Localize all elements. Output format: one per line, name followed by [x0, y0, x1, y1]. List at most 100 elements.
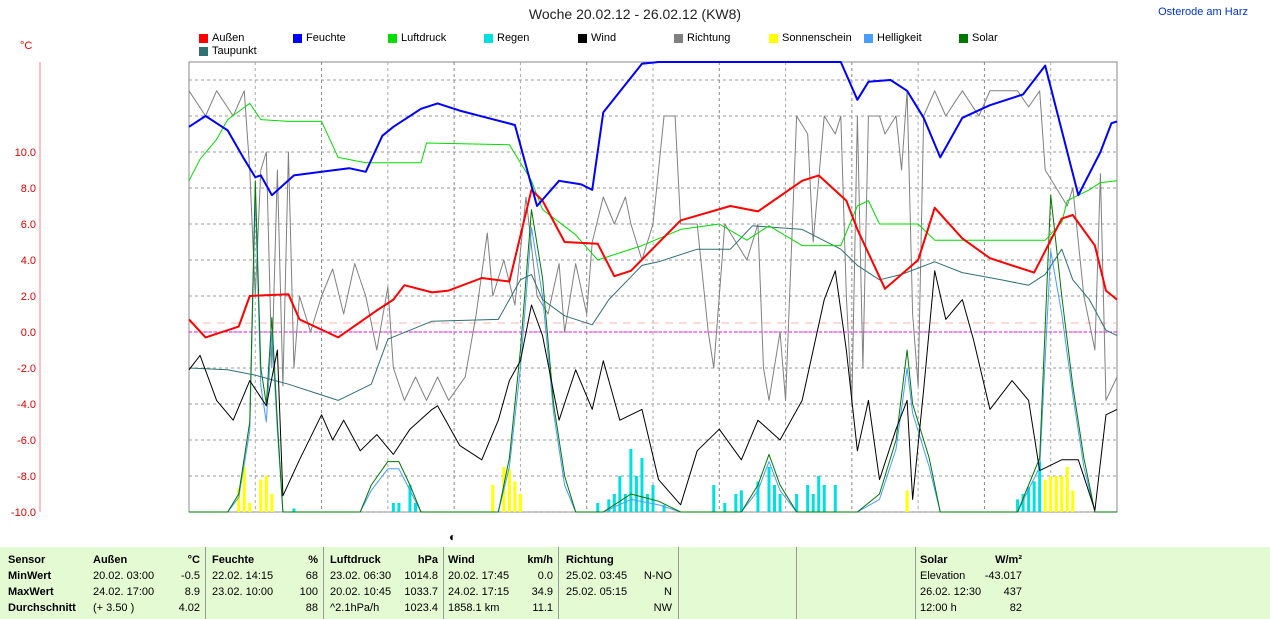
regen-bar	[806, 485, 810, 512]
column-divider	[205, 547, 206, 619]
column-divider	[443, 547, 444, 619]
regen-bar	[607, 499, 611, 512]
series-taupunkt	[188, 225, 1118, 401]
cell-value: 82	[1009, 602, 1022, 614]
legend-swatch	[293, 33, 302, 43]
legend-item: Richtung	[674, 32, 730, 44]
regen-bar	[651, 485, 655, 512]
chart: 10.0 8.0 6.0 4.0 2.0 0.0 -2.0 -4.0 -6.0 -8.0 -10.0	[11, 61, 1118, 519]
cell-time: 24.02. 17:15	[448, 586, 510, 598]
cell-time: 22.02. 14:15	[212, 570, 274, 582]
moon-phase-icon: ◐	[449, 530, 457, 544]
column-divider	[323, 547, 324, 619]
legend-item: Solar	[959, 32, 998, 44]
legend-label: Solar	[972, 32, 998, 44]
column-header: Feuchte	[212, 554, 255, 566]
regen-bar	[634, 476, 638, 512]
y-tick-label: -2.0	[17, 363, 36, 375]
cell-value: 0.0	[537, 570, 553, 582]
cell-value: N	[664, 586, 672, 598]
location-link[interactable]: Osterode am Harz	[1158, 6, 1248, 18]
legend-item: Helligkeit	[864, 32, 922, 44]
cell-time: 23.02. 06:30	[330, 570, 392, 582]
cell-time: 20.02. 03:00	[93, 570, 155, 582]
cell-time: 24.02. 17:00	[93, 586, 155, 598]
legend-swatch	[674, 33, 683, 43]
regen-bar	[795, 494, 799, 512]
cell-time: 12:00 h	[920, 602, 957, 614]
regen-bar	[739, 490, 743, 512]
regen-bar	[767, 467, 771, 512]
regen-bar	[1016, 499, 1020, 512]
y-tick-label: 10.0	[15, 147, 36, 159]
cell-time: 26.02. 12:30	[920, 586, 982, 598]
cell-value: 68	[305, 570, 318, 582]
sonnenschein-bar	[1060, 476, 1064, 512]
legend-label: Luftdruck	[401, 32, 447, 44]
row-label: Durchschnitt	[8, 602, 76, 614]
cell-value: 1033.7	[404, 586, 438, 598]
cell-value: -0.5	[181, 570, 200, 582]
sonnenschein-bar	[259, 479, 263, 512]
sonnenschein-bar	[270, 494, 274, 512]
regen-bar	[640, 458, 644, 512]
legend-item: Wind	[578, 32, 616, 44]
y-tick-label: 8.0	[21, 183, 36, 195]
cell-value: NW	[653, 602, 672, 614]
regen-bar	[778, 494, 782, 512]
y-tick-label: -4.0	[17, 399, 36, 411]
column-header: Wind	[448, 554, 475, 566]
cell-time: 20.02. 17:45	[448, 570, 510, 582]
column-header: Luftdruck	[330, 554, 381, 566]
cell-value: 88	[305, 602, 318, 614]
row-label: MaxWert	[8, 586, 54, 598]
sonnenschein-bar	[1071, 490, 1075, 512]
legend-item: Luftdruck	[388, 32, 446, 44]
regen-bar	[712, 485, 716, 512]
y-tick-label: 2.0	[21, 291, 36, 303]
chart-title: Woche 20.02.12 - 26.02.12 (KW8)	[528, 6, 742, 22]
sonnenschein-bar	[518, 494, 522, 512]
legend-label: Außen	[212, 32, 245, 44]
regen-bar	[756, 481, 760, 512]
cell-time: 25.02. 05:15	[566, 586, 628, 598]
series-luftdruck	[188, 102, 1118, 261]
regen-bar	[1032, 481, 1036, 512]
summary-table: Sensor MinWert MaxWert Durchschnitt Außen °C 2…	[0, 547, 1270, 619]
legend-swatch	[199, 33, 208, 43]
series-wind	[188, 270, 1118, 511]
cell-value: 100	[299, 586, 318, 598]
regen-bar	[612, 494, 616, 512]
column-unit: W/m²	[995, 554, 1022, 566]
row-label: MinWert	[8, 570, 52, 582]
legend-swatch	[388, 33, 397, 43]
column-header: Sensor	[8, 554, 46, 566]
sonnenschein-bar	[491, 485, 495, 512]
legend-label: Sonnenschein	[782, 32, 852, 44]
column-unit: °C	[187, 554, 200, 566]
cell-value: 8.9	[184, 586, 200, 598]
series-feuchte	[188, 61, 1118, 207]
series-solar	[189, 180, 1117, 513]
regen-bar	[833, 485, 837, 512]
legend-swatch	[484, 33, 493, 43]
column-header: Richtung	[566, 554, 614, 566]
cell-value: -43.017	[984, 570, 1022, 582]
cell-time: 20.02. 10:45	[330, 586, 392, 598]
cell-time: 23.02. 10:00	[212, 586, 274, 598]
cell-value: 4.02	[178, 602, 200, 614]
legend-label: Wind	[591, 32, 617, 44]
regen-bar	[662, 504, 666, 512]
regen-bar	[734, 494, 738, 512]
regen-bar	[413, 503, 417, 512]
legend-item: Sonnenschein	[769, 32, 852, 44]
column-unit: km/h	[527, 554, 553, 566]
legend-label: Richtung	[687, 32, 731, 44]
series-richtung	[188, 90, 1118, 405]
sonnenschein-bar	[507, 468, 511, 512]
cell-time: 1858.1 km	[448, 602, 500, 614]
y-tick-label: -10.0	[11, 507, 36, 519]
legend-swatch	[578, 33, 587, 43]
regen-bar	[822, 485, 826, 512]
regen-bar	[1027, 486, 1031, 512]
